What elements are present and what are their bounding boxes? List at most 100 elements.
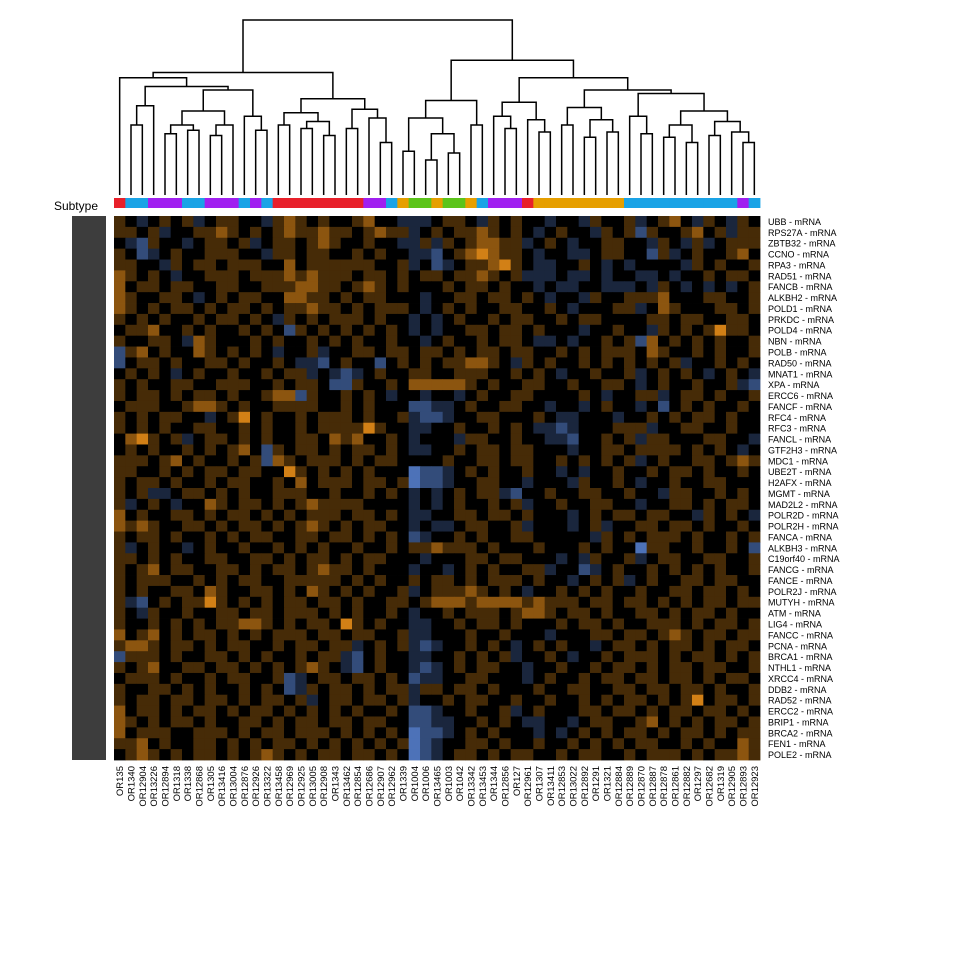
heatmap-cell — [159, 618, 172, 630]
heatmap-cell — [635, 640, 648, 652]
heatmap-cell — [544, 564, 557, 576]
subtype-cell — [216, 198, 228, 208]
heatmap-cell — [386, 248, 398, 260]
heatmap-cell — [578, 488, 591, 500]
heatmap-cell — [726, 727, 738, 739]
heatmap-cell — [748, 346, 761, 358]
heatmap-cell — [397, 313, 410, 326]
heatmap-cell — [635, 400, 648, 413]
heatmap-cell — [748, 553, 761, 565]
heatmap-cell — [238, 390, 251, 402]
heatmap-cell — [533, 683, 546, 696]
heatmap-cell — [114, 411, 126, 424]
heatmap-cell — [250, 379, 262, 391]
heatmap-cell — [454, 607, 466, 619]
heatmap-cell — [601, 444, 614, 456]
heatmap-cell — [352, 357, 364, 369]
heatmap-cell — [272, 607, 285, 619]
heatmap-cell — [510, 248, 523, 260]
heatmap-cell — [295, 324, 308, 337]
heatmap-cell — [295, 738, 308, 750]
heatmap-cell — [635, 618, 648, 630]
heatmap-cell — [442, 303, 455, 315]
heatmap-cell — [125, 455, 138, 467]
heatmap-cell — [601, 477, 614, 489]
heatmap-cell — [261, 477, 274, 489]
heatmap-cell — [318, 749, 330, 761]
heatmap-cell — [420, 662, 432, 674]
heatmap-cell — [250, 303, 262, 315]
heatmap-cell — [748, 662, 761, 674]
heatmap-cell — [635, 607, 648, 619]
heatmap-cell — [680, 216, 693, 228]
heatmap-cell — [726, 466, 738, 478]
heatmap-cell — [272, 618, 285, 630]
heatmap-cell — [159, 672, 172, 685]
heatmap-cell — [261, 379, 274, 391]
heatmap-cell — [567, 368, 580, 380]
heatmap-cell — [193, 509, 206, 522]
heatmap-cell — [612, 596, 625, 609]
heatmap-cell — [612, 466, 625, 478]
heatmap-cell — [250, 422, 262, 434]
heatmap-cell — [136, 455, 149, 467]
heatmap-cell — [635, 237, 648, 250]
heatmap-cell — [261, 313, 274, 326]
heatmap-cell — [125, 531, 138, 543]
heatmap-cell — [238, 498, 251, 511]
heatmap-cell — [692, 531, 704, 543]
heatmap-cell — [692, 422, 704, 434]
row-label: PRKDC - mRNA — [768, 315, 834, 325]
heatmap-cell — [261, 226, 274, 239]
heatmap-cell — [726, 455, 738, 467]
heatmap-cell — [510, 498, 523, 511]
heatmap-cell — [465, 542, 478, 554]
heatmap-cell — [284, 422, 296, 434]
row-label: POLE2 - mRNA — [768, 750, 832, 760]
heatmap-cell — [182, 357, 194, 369]
heatmap-cell — [306, 542, 319, 554]
heatmap-cell — [114, 281, 126, 293]
heatmap-cell — [340, 672, 353, 685]
heatmap-cell — [397, 237, 410, 250]
heatmap-cell — [250, 411, 262, 424]
heatmap-cell — [544, 324, 557, 337]
heatmap-cell — [238, 259, 251, 271]
heatmap-cell — [170, 531, 183, 543]
heatmap-cell — [329, 400, 342, 413]
heatmap-cell — [272, 411, 285, 424]
column-label: OR1339 — [399, 766, 410, 801]
heatmap-cell — [340, 509, 353, 522]
heatmap-cell — [522, 422, 534, 434]
heatmap-cell — [544, 629, 557, 641]
heatmap-cell — [148, 727, 160, 739]
heatmap-cell — [488, 607, 500, 619]
heatmap-cell — [170, 651, 183, 663]
heatmap-cell — [703, 596, 716, 609]
heatmap-cell — [522, 694, 534, 706]
heatmap-cell — [295, 640, 308, 652]
heatmap-cell — [522, 324, 534, 337]
heatmap-cell — [408, 520, 421, 532]
heatmap-cell — [363, 324, 376, 337]
heatmap-cell — [646, 694, 659, 706]
column-label: OR12882 — [682, 766, 693, 807]
row-label: FANCB - mRNA — [768, 282, 833, 292]
dendrogram-link — [243, 115, 263, 195]
heatmap-cell — [680, 520, 693, 532]
heatmap-cell — [567, 390, 580, 402]
heatmap-cell — [737, 498, 750, 511]
column-label: OR12907 — [376, 766, 387, 807]
heatmap-cell — [193, 379, 206, 391]
heatmap-cell — [386, 596, 398, 609]
heatmap-cell — [680, 466, 693, 478]
heatmap-cell — [148, 455, 160, 467]
heatmap-cell — [556, 313, 568, 326]
heatmap-cell — [590, 705, 602, 717]
heatmap-cell — [374, 596, 387, 609]
heatmap-cell — [658, 509, 670, 522]
heatmap-cell — [510, 694, 523, 706]
heatmap-cell — [182, 466, 194, 478]
heatmap-cell — [476, 368, 489, 380]
heatmap-cell — [352, 303, 364, 315]
